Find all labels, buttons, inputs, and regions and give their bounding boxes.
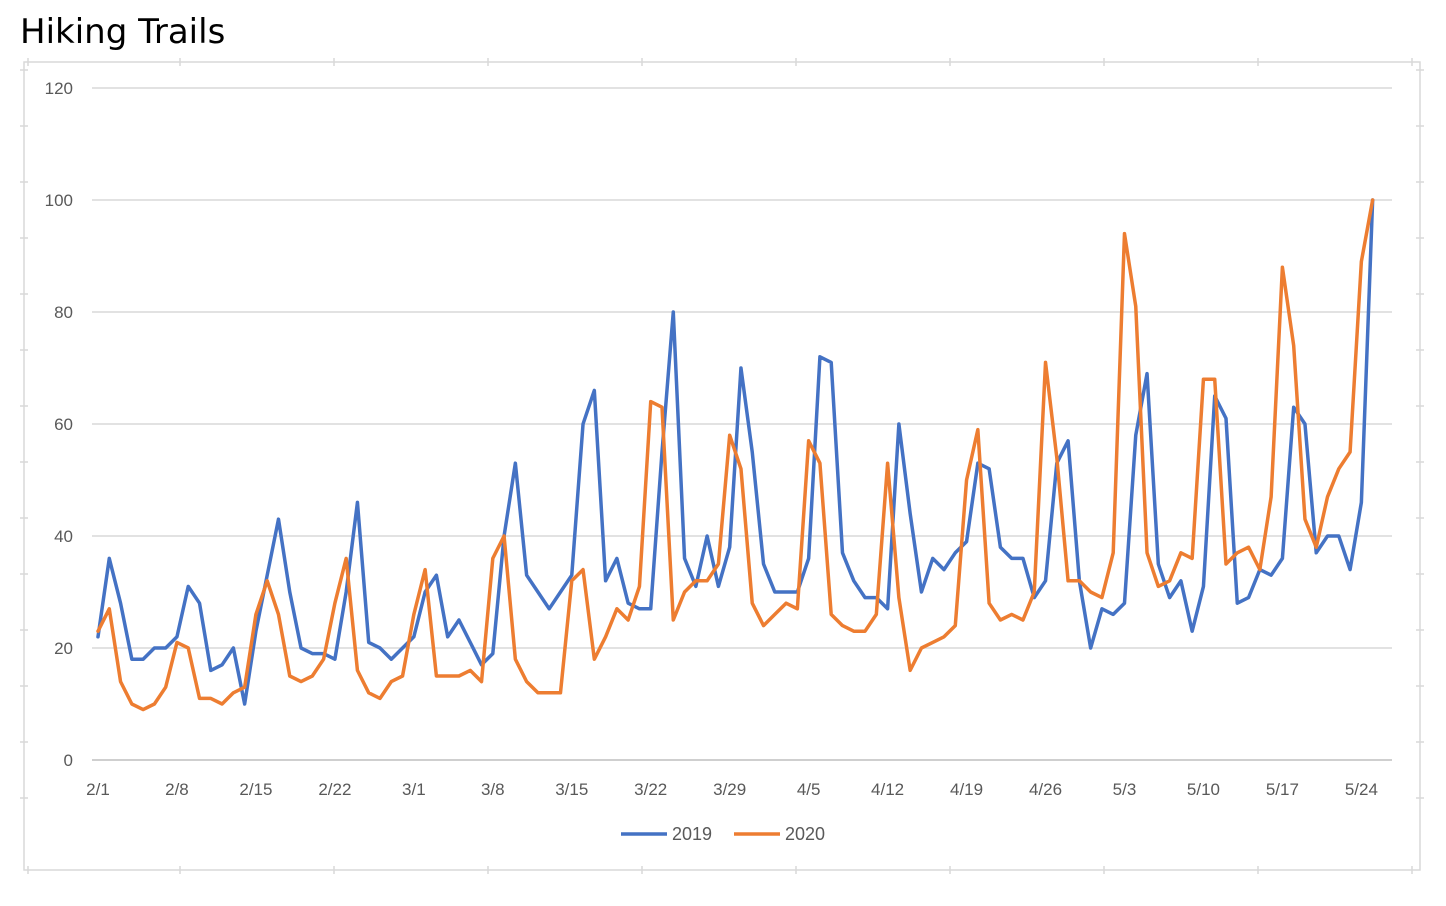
x-tick-label: 4/19 bbox=[950, 780, 983, 799]
gridlines bbox=[92, 87, 1392, 761]
x-tick-label: 2/15 bbox=[239, 780, 272, 799]
x-tick-label: 3/1 bbox=[402, 780, 426, 799]
series-lines bbox=[96, 198, 1375, 712]
y-tick-label: 60 bbox=[54, 415, 73, 434]
y-axis: 0 20 40 60 80 100 120 bbox=[45, 79, 73, 770]
x-tick-label: 4/12 bbox=[871, 780, 904, 799]
x-tick-label: 2/22 bbox=[318, 780, 351, 799]
x-tick-label: 5/3 bbox=[1113, 780, 1137, 799]
x-axis: 2/1 2/8 2/15 2/22 3/1 3/8 3/15 3/22 3/29 4/5 4/12 4… bbox=[86, 780, 1378, 799]
x-tick-label: 5/10 bbox=[1187, 780, 1220, 799]
x-tick-label: 3/22 bbox=[634, 780, 667, 799]
page-title: Hiking Trails bbox=[20, 12, 226, 52]
x-tick-label: 2/8 bbox=[165, 780, 189, 799]
x-tick-label: 4/5 bbox=[797, 780, 821, 799]
x-tick-label: 4/26 bbox=[1029, 780, 1062, 799]
x-tick-label: 3/15 bbox=[555, 780, 588, 799]
chart-frame bbox=[20, 58, 1424, 874]
series-line-2019 bbox=[96, 198, 1375, 706]
y-tick-label: 40 bbox=[54, 527, 73, 546]
y-tick-label: 0 bbox=[64, 751, 73, 770]
y-tick-label: 100 bbox=[45, 191, 73, 210]
y-tick-label: 120 bbox=[45, 79, 73, 98]
x-tick-label: 5/24 bbox=[1345, 780, 1378, 799]
series-line-2020 bbox=[96, 198, 1375, 712]
x-tick-label: 5/17 bbox=[1266, 780, 1299, 799]
x-tick-label: 3/29 bbox=[713, 780, 746, 799]
y-tick-label: 20 bbox=[54, 639, 73, 658]
legend: 2019 2020 bbox=[621, 824, 825, 844]
legend-label-2019: 2019 bbox=[672, 824, 712, 844]
x-tick-label: 2/1 bbox=[86, 780, 110, 799]
y-tick-label: 80 bbox=[54, 303, 73, 322]
x-tick-label: 3/8 bbox=[481, 780, 505, 799]
legend-label-2020: 2020 bbox=[785, 824, 825, 844]
chart-border bbox=[23, 61, 1421, 871]
